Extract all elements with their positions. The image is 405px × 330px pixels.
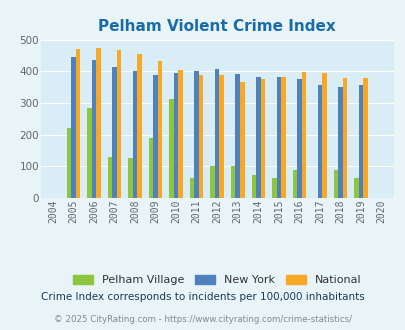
- Bar: [362, 78, 367, 198]
- Bar: [280, 77, 285, 198]
- Bar: [132, 71, 137, 198]
- Bar: [251, 175, 256, 198]
- Bar: [128, 158, 132, 198]
- Bar: [87, 108, 92, 198]
- Legend: Pelham Village, New York, National: Pelham Village, New York, National: [68, 270, 365, 289]
- Bar: [296, 79, 301, 198]
- Bar: [198, 75, 203, 198]
- Bar: [214, 69, 219, 198]
- Bar: [117, 50, 121, 198]
- Bar: [66, 128, 71, 198]
- Bar: [358, 84, 362, 198]
- Text: Crime Index corresponds to incidents per 100,000 inhabitants: Crime Index corresponds to incidents per…: [41, 292, 364, 302]
- Bar: [75, 50, 80, 198]
- Bar: [149, 138, 153, 198]
- Bar: [194, 71, 198, 198]
- Bar: [292, 170, 296, 198]
- Bar: [71, 57, 75, 198]
- Bar: [107, 157, 112, 198]
- Bar: [112, 67, 117, 198]
- Bar: [276, 77, 280, 198]
- Bar: [96, 48, 100, 198]
- Bar: [301, 72, 305, 198]
- Bar: [260, 79, 264, 198]
- Bar: [337, 87, 342, 198]
- Bar: [219, 75, 224, 198]
- Text: © 2025 CityRating.com - https://www.cityrating.com/crime-statistics/: © 2025 CityRating.com - https://www.city…: [54, 315, 351, 324]
- Bar: [158, 61, 162, 198]
- Title: Pelham Violent Crime Index: Pelham Violent Crime Index: [98, 19, 335, 34]
- Bar: [317, 85, 321, 198]
- Bar: [137, 54, 141, 198]
- Bar: [190, 178, 194, 198]
- Bar: [235, 74, 239, 198]
- Bar: [169, 99, 173, 198]
- Bar: [230, 166, 235, 198]
- Bar: [342, 78, 346, 198]
- Bar: [271, 178, 276, 198]
- Bar: [239, 82, 244, 198]
- Bar: [333, 170, 337, 198]
- Bar: [92, 60, 96, 198]
- Bar: [256, 77, 260, 198]
- Bar: [321, 73, 326, 198]
- Bar: [353, 178, 358, 198]
- Bar: [153, 75, 158, 198]
- Bar: [178, 70, 183, 198]
- Bar: [210, 166, 214, 198]
- Bar: [173, 73, 178, 198]
